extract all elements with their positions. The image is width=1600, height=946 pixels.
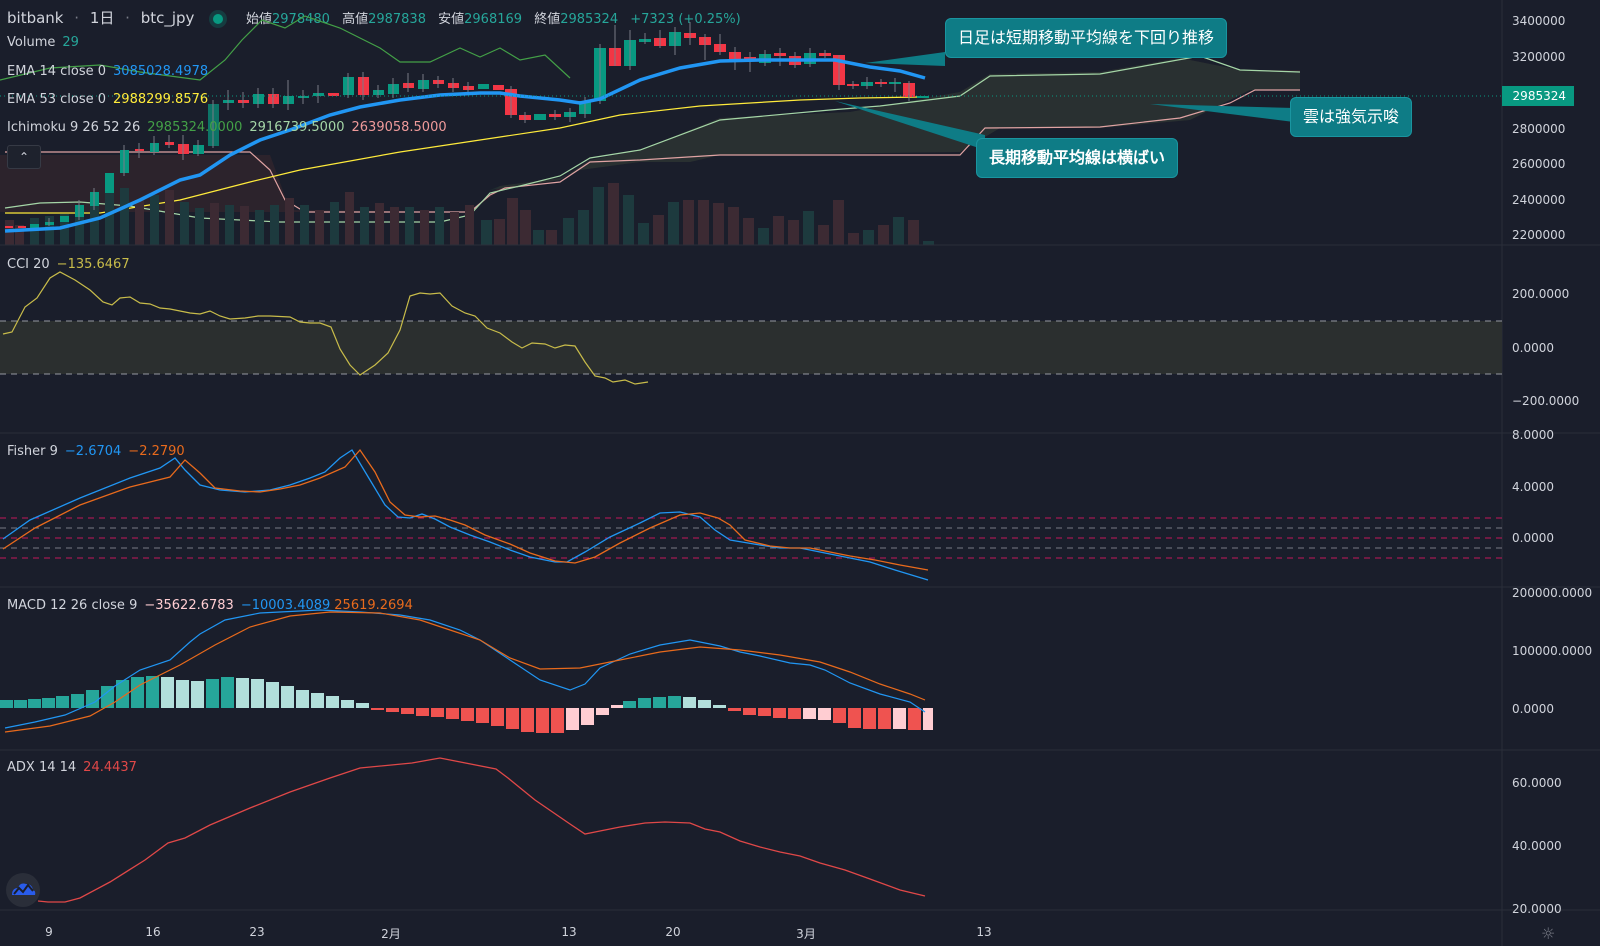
- annotation-callout[interactable]: 雲は強気示唆: [1290, 97, 1413, 137]
- close-value: 2985324: [560, 12, 619, 27]
- tradingview-logo[interactable]: [6, 873, 40, 907]
- exchange-name[interactable]: bitbank: [7, 9, 64, 27]
- macd-axis-label: 0.0000: [1512, 702, 1554, 716]
- settings-gear-icon[interactable]: ☼: [1541, 924, 1556, 943]
- legend-macd[interactable]: MACD 12 26 close 9 −35622.6783 −10003.4089…: [7, 598, 413, 613]
- indicator-value: 2985324.0000: [147, 120, 243, 135]
- time-axis-label: 20: [665, 925, 681, 939]
- fisher-axis-label: 0.0000: [1512, 531, 1554, 545]
- price-axis-label: 3200000: [1512, 50, 1566, 64]
- macd-line: [4, 609, 926, 729]
- macd-signal-line: [4, 611, 926, 733]
- collapse-legend-button[interactable]: ⌃: [7, 145, 41, 169]
- macd-histogram: [0, 676, 933, 733]
- time-axis-label: 13: [976, 925, 992, 939]
- low-label: 安値: [438, 12, 465, 27]
- cci-line: [2, 271, 649, 385]
- price-axis-label: 2200000: [1512, 228, 1566, 242]
- cci-axis-label: 0.0000: [1512, 341, 1554, 355]
- indicator-value: −10003.4089: [240, 598, 331, 613]
- indicator-value: 3085028.4978: [113, 64, 209, 79]
- time-axis-label: 2月: [381, 927, 401, 941]
- interval[interactable]: 1日: [89, 9, 115, 27]
- legend-ema14[interactable]: EMA 14 close 0 3085028.4978: [7, 64, 208, 79]
- macd-axis-label: 200000.0000: [1512, 586, 1593, 600]
- indicator-value: 2988299.8576: [113, 92, 209, 107]
- fisher-line: [2, 449, 929, 581]
- fisher-trigger-line: [2, 448, 929, 571]
- time-axis-label: 3月: [796, 927, 816, 941]
- open-label: 始値: [246, 12, 273, 27]
- ohlc-values: 始値2978480 高値2987838 安値2968169 終値2985324 …: [246, 12, 749, 27]
- annotation-callout[interactable]: 日足は短期移動平均線を下回り推移: [945, 18, 1228, 58]
- legend-volume[interactable]: Volume 29: [7, 35, 79, 50]
- indicator-value: 2639058.5000: [351, 120, 447, 135]
- indicator-value: −135.6467: [56, 257, 130, 272]
- indicator-name: CCI 20: [7, 257, 50, 272]
- ema-14-line: [4, 58, 926, 233]
- indicator-value: 25619.2694: [334, 598, 413, 613]
- time-axis-label: 16: [145, 925, 161, 939]
- market-status-icon: [213, 13, 224, 24]
- indicator-name: ADX 14 14: [7, 760, 77, 775]
- indicator-value: −35622.6783: [144, 598, 234, 613]
- legend-ema53[interactable]: EMA 53 close 0 2988299.8576: [7, 92, 208, 107]
- indicator-value: 24.4437: [83, 760, 137, 775]
- indicator-name: Volume: [7, 35, 56, 50]
- ichimoku-cloud-bullish: [490, 58, 1300, 190]
- macd-axis-label: 100000.0000: [1512, 644, 1593, 658]
- ema-53-line: [5, 96, 921, 214]
- change-value: +7323 (+0.25%): [630, 12, 741, 27]
- price-axis-label: 2400000: [1512, 193, 1566, 207]
- legend-fisher[interactable]: Fisher 9 −2.6704 −2.2790: [7, 444, 185, 459]
- legend-adx[interactable]: ADX 14 14 24.4437: [7, 760, 137, 775]
- adx-axis-label: 60.0000: [1512, 776, 1562, 790]
- chikou-span-line: [0, 15, 571, 81]
- indicator-name: Ichimoku 9 26 52 26: [7, 120, 141, 135]
- cci-axis-label: −200.0000: [1512, 394, 1580, 408]
- annotation-callout[interactable]: 長期移動平均線は横ばい: [976, 138, 1179, 178]
- high-label: 高値: [342, 12, 369, 27]
- indicator-name: MACD 12 26 close 9: [7, 598, 138, 613]
- chart-header: bitbank · 1日 · btc_jpy 始値2978480 高値29878…: [7, 7, 749, 28]
- time-axis-label: 13: [561, 925, 577, 939]
- time-axis-label: 9: [45, 925, 53, 939]
- high-value: 2987838: [368, 12, 426, 27]
- cci-band: [0, 321, 1502, 374]
- price-axis-label: 2800000: [1512, 122, 1566, 136]
- fisher-axis-label: 4.0000: [1512, 480, 1554, 494]
- legend-ichimoku[interactable]: Ichimoku 9 26 52 26 2985324.0000 2916739.5…: [7, 120, 447, 135]
- callout-pointer: [835, 101, 985, 150]
- open-value: 2978480: [272, 12, 330, 27]
- cci-axis-label: 200.0000: [1512, 287, 1570, 301]
- callout-pointer: [1150, 104, 1294, 122]
- low-value: 2968169: [464, 12, 523, 27]
- fisher-axis-label: 8.0000: [1512, 428, 1554, 442]
- indicator-value: −2.6704: [64, 444, 122, 459]
- indicator-value: −2.2790: [128, 444, 185, 459]
- chevron-up-icon: ⌃: [18, 150, 30, 164]
- price-axis-label: 3400000: [1512, 14, 1566, 28]
- last-price-tag: 2985324: [1502, 86, 1574, 106]
- symbol[interactable]: btc_jpy: [140, 9, 195, 27]
- callout-pointer: [865, 52, 945, 66]
- indicator-name: Fisher 9: [7, 444, 58, 459]
- close-label: 終値: [534, 12, 561, 27]
- adx-line: [37, 757, 926, 903]
- adx-axis-label: 20.0000: [1512, 902, 1562, 916]
- indicator-value: 29: [62, 35, 79, 50]
- price-axis-label: 2600000: [1512, 157, 1566, 171]
- indicator-name: EMA 53 close 0: [7, 92, 107, 107]
- time-axis-label: 23: [249, 925, 265, 939]
- volume-bars: [5, 183, 934, 245]
- indicator-name: EMA 14 close 0: [7, 64, 107, 79]
- indicator-value: 2916739.5000: [249, 120, 345, 135]
- legend-cci[interactable]: CCI 20 −135.6467: [7, 257, 130, 272]
- cloud-chart-icon: [12, 883, 36, 895]
- adx-axis-label: 40.0000: [1512, 839, 1562, 853]
